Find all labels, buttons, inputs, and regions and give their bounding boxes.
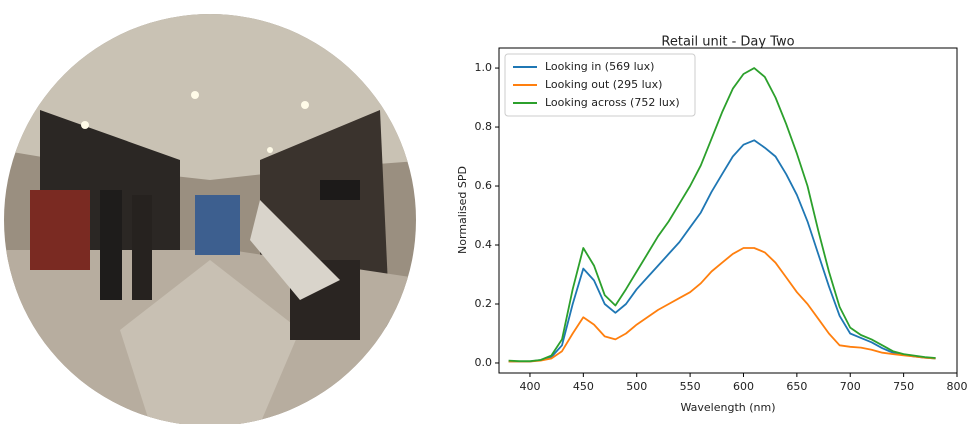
line: [508, 67, 936, 363]
plot-frame: [498, 47, 958, 374]
x-tick-label: 450: [573, 380, 594, 393]
y-axis-label: Normalised SPD: [456, 166, 469, 254]
chart-title: Retail unit - Day Two: [661, 35, 794, 50]
x-tick-label: 750: [893, 380, 914, 393]
y-tick-label: 1.0: [475, 61, 493, 74]
x-tick-label: 500: [626, 380, 647, 393]
x-axis-label: Wavelength (nm): [680, 401, 775, 414]
legend-label: Looking across (752 lux): [545, 96, 680, 109]
y-tick-label: 0.6: [475, 179, 493, 192]
x-tick-label: 400: [519, 380, 540, 393]
y-tick-label: 0.4: [475, 238, 493, 251]
line: [508, 139, 936, 363]
x-tick-label: 600: [733, 380, 754, 393]
x-tick-label: 800: [947, 380, 967, 393]
line: [508, 247, 936, 363]
x-tick-label: 550: [680, 380, 701, 393]
x-tick-label: 700: [840, 380, 861, 393]
legend-label: Looking in (569 lux): [545, 60, 654, 73]
x-tick-label: 650: [786, 380, 807, 393]
legend-label: Looking out (295 lux): [545, 78, 662, 91]
legend-box: [504, 53, 696, 117]
y-tick-label: 0.2: [475, 297, 493, 310]
fisheye-photo: [4, 14, 416, 424]
y-tick-label: 0.8: [475, 120, 493, 133]
y-tick-label: 0.0: [475, 356, 493, 369]
